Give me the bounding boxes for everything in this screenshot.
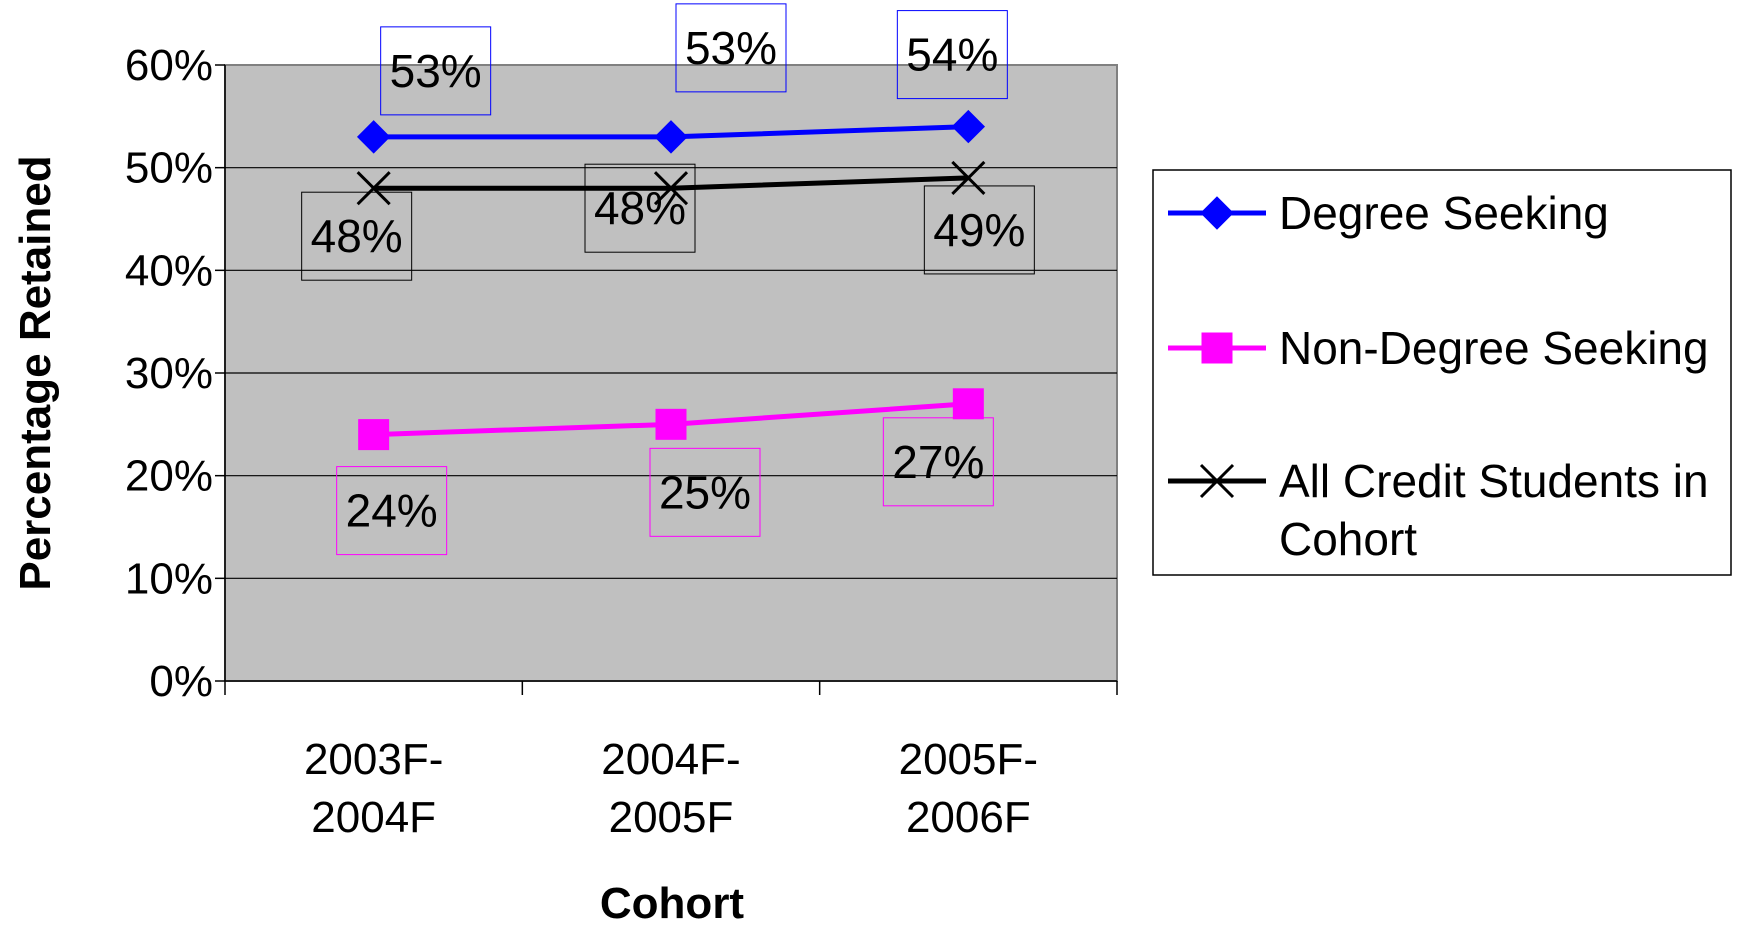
x-tick-label-line: 2003F-	[304, 735, 443, 784]
x-marker	[653, 171, 689, 206]
data-label-box	[584, 163, 696, 253]
gridlines	[225, 167, 1117, 579]
x-axis-title: Cohort	[600, 879, 745, 926]
data-labels: 53% 53% 54% 24% 25% 27% 48% 48% 49%	[301, 3, 1035, 556]
legend: Degree Seeking Non-Degree Seeking All Cred…	[1152, 169, 1732, 576]
legend-box	[1152, 169, 1732, 576]
x-tick-label: 2005F- 2006F	[899, 735, 1038, 842]
axes: 0%10%20%30%40%50%60%2003F-2004F2004F-200…	[125, 41, 1118, 842]
legend-label-line: Cohort	[1279, 513, 1417, 565]
data-label: 48%	[594, 182, 686, 234]
y-axis-title: Percentage Retained	[11, 155, 60, 590]
data-label: 24%	[346, 485, 438, 537]
x-marker-stroke	[356, 171, 391, 206]
x-tick-label: 2003F- 2004F	[304, 735, 443, 842]
x-marker-stroke	[1199, 463, 1235, 499]
legend-label: Degree Seeking	[1279, 187, 1609, 239]
data-label-box	[336, 466, 448, 556]
x-marker-stroke	[653, 171, 689, 206]
diamond-marker	[951, 109, 986, 144]
x-tick-label-line: 2005F-	[899, 735, 1038, 784]
y-tick-label: 50%	[125, 144, 213, 193]
legend-label: Non-Degree Seeking	[1279, 322, 1709, 374]
x-marker	[356, 171, 391, 206]
diamond-marker	[356, 120, 391, 154]
x-tick-label-line: 2004F	[311, 793, 436, 842]
x-tick-label: 2004F- 2005F	[601, 735, 740, 842]
data-label-box	[380, 26, 492, 116]
data-label: 49%	[933, 204, 1025, 256]
data-label-box	[301, 191, 413, 281]
x-marker	[951, 160, 986, 195]
x-marker	[1199, 463, 1235, 499]
x-marker-stroke	[951, 160, 986, 195]
legend-label: All Credit Students in Cohort	[1279, 455, 1709, 565]
data-label-box	[896, 10, 1008, 100]
data-label: 48%	[311, 210, 403, 262]
data-label-box	[649, 447, 761, 537]
diamond-marker	[654, 120, 688, 154]
data-label-box	[923, 185, 1035, 275]
x-tick-label-line: 2006F	[906, 793, 1031, 842]
y-tick-label: 10%	[125, 554, 213, 603]
diamond-marker	[1200, 196, 1234, 230]
data-label: 53%	[390, 45, 482, 97]
square-marker	[358, 419, 390, 451]
data-label: 27%	[892, 436, 984, 488]
y-tick-label: 0%	[149, 657, 213, 706]
square-marker	[1201, 332, 1233, 364]
series-lines	[356, 109, 986, 451]
y-tick-label: 30%	[125, 349, 213, 398]
data-label-box	[675, 3, 787, 93]
x-tick-label-line: 2004F-	[601, 735, 740, 784]
data-label: 54%	[906, 29, 998, 81]
square-marker	[655, 408, 687, 440]
x-tick-label-line: 2005F	[609, 793, 734, 842]
y-tick-label: 60%	[125, 41, 213, 90]
data-label-box	[882, 417, 994, 507]
legend-label-line: All Credit Students in	[1279, 455, 1709, 507]
data-label: 25%	[659, 466, 751, 518]
square-marker	[952, 388, 984, 420]
y-tick-label: 20%	[125, 452, 213, 501]
data-label: 53%	[685, 22, 777, 74]
y-tick-label: 40%	[125, 246, 213, 295]
